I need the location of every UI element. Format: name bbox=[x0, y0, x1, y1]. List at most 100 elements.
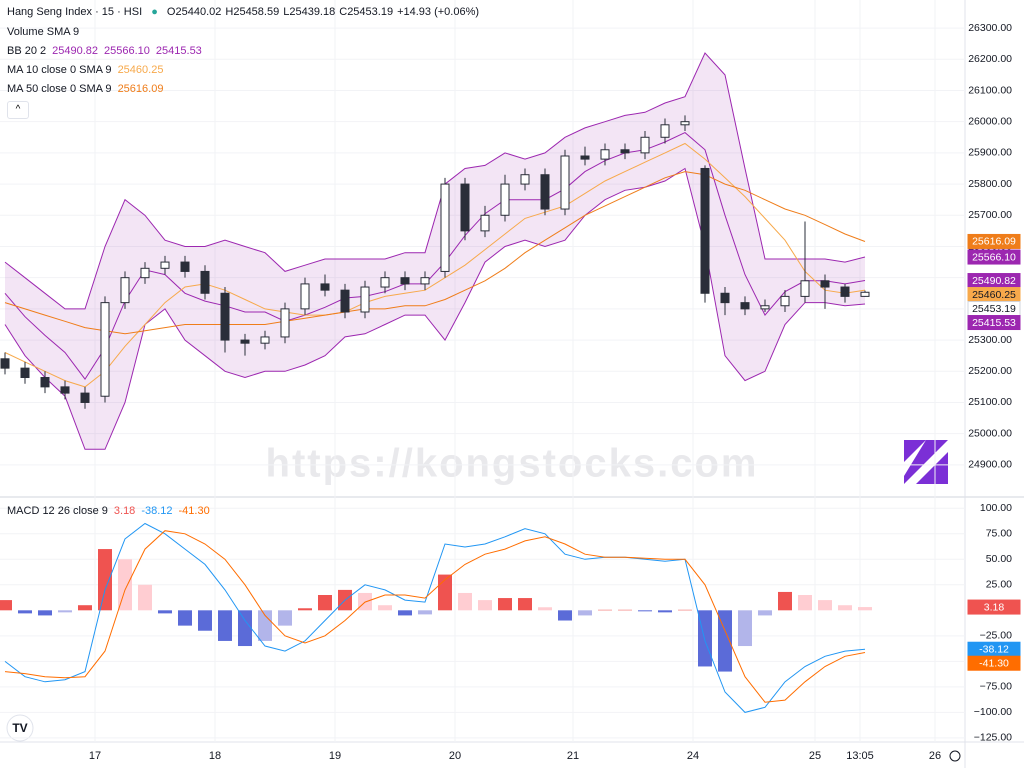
candle-body bbox=[120, 277, 130, 304]
candle-body bbox=[240, 339, 250, 344]
watermark: https://kongstocks.com bbox=[266, 442, 759, 486]
macd-line bbox=[4, 522, 866, 713]
candle-body bbox=[300, 283, 310, 310]
indicator-label: MA 50 close 0 SMA 9 bbox=[7, 83, 112, 95]
x-tick-label: 24 bbox=[687, 750, 699, 762]
svg-text:TV: TV bbox=[12, 721, 27, 735]
price-tag-label: 25415.53 bbox=[972, 317, 1016, 329]
price-tag-label: 25490.82 bbox=[972, 275, 1016, 287]
indicator-label: MACD 12 26 close 9 bbox=[7, 505, 108, 517]
x-tick-label: 26 bbox=[929, 750, 941, 762]
candle-body bbox=[360, 286, 370, 313]
histogram-bar bbox=[558, 610, 572, 621]
y-tick-label: 26300.00 bbox=[968, 22, 1012, 34]
y-tick-label: 26100.00 bbox=[968, 84, 1012, 96]
histogram-bar bbox=[678, 609, 692, 611]
candle-body bbox=[660, 124, 670, 138]
settings-icon[interactable] bbox=[949, 750, 961, 762]
histogram-bar bbox=[238, 610, 252, 647]
candle-body bbox=[560, 155, 570, 210]
y-tick-label: −125.00 bbox=[974, 732, 1012, 744]
candle-body bbox=[340, 289, 350, 313]
histogram-bar bbox=[818, 600, 832, 611]
x-tick-label: 19 bbox=[329, 750, 341, 762]
candle-body bbox=[860, 291, 870, 297]
ohlc-prefix: H bbox=[225, 6, 234, 18]
candle-body bbox=[40, 377, 50, 388]
histogram-bar bbox=[718, 610, 732, 672]
candle-body bbox=[20, 367, 30, 379]
signal-line bbox=[4, 530, 866, 703]
y-tick-label: 25900.00 bbox=[968, 147, 1012, 159]
histogram-bar bbox=[698, 610, 712, 667]
candle-body bbox=[820, 280, 830, 288]
x-tick-label: 20 bbox=[449, 750, 461, 762]
indicator-value: 25566.10 bbox=[104, 45, 150, 57]
histogram-bar bbox=[298, 608, 312, 611]
histogram-bar bbox=[118, 559, 132, 611]
candle-body bbox=[840, 286, 850, 297]
histogram-bar bbox=[78, 605, 92, 611]
histogram-bar bbox=[98, 549, 112, 611]
y-tick-label: 26200.00 bbox=[968, 53, 1012, 65]
indicator-label: Volume SMA 9 bbox=[7, 26, 80, 38]
candle-body bbox=[460, 183, 470, 232]
x-tick-label: 21 bbox=[567, 750, 579, 762]
price-tag-label: 25566.10 bbox=[972, 251, 1016, 263]
histogram-bar bbox=[278, 610, 292, 626]
indicator-label: MA 10 close 0 SMA 9 bbox=[7, 64, 112, 76]
candle-body bbox=[180, 261, 190, 272]
candle-body bbox=[80, 392, 90, 403]
candle-body bbox=[620, 149, 630, 154]
histogram-bar bbox=[418, 610, 432, 615]
candle-body bbox=[800, 280, 810, 297]
indicator-value: -41.30 bbox=[178, 505, 210, 517]
price-tag bbox=[967, 249, 1021, 265]
price-tag-label: 25453.19 bbox=[972, 303, 1016, 315]
candle-body bbox=[760, 305, 770, 310]
y-tick-label: 25100.00 bbox=[968, 396, 1012, 408]
histogram-bar bbox=[778, 591, 792, 611]
y-tick-label: 25300.00 bbox=[968, 334, 1012, 346]
histogram-bar bbox=[538, 607, 552, 611]
histogram-bar bbox=[0, 600, 12, 611]
y-tick-label: 25000.00 bbox=[968, 427, 1012, 439]
price-tag bbox=[967, 315, 1021, 331]
status-dot: ● bbox=[151, 6, 158, 18]
candle-body bbox=[100, 302, 110, 397]
candle-body bbox=[520, 174, 530, 185]
collapse-button[interactable]: ^ bbox=[7, 101, 29, 119]
candle-body bbox=[400, 277, 410, 285]
candle-body bbox=[540, 174, 550, 210]
candle-body bbox=[280, 308, 290, 338]
candle-body bbox=[420, 277, 430, 285]
histogram-bar bbox=[18, 610, 32, 614]
price-tag-label: 25616.09 bbox=[972, 236, 1016, 248]
histogram-bar bbox=[158, 610, 172, 614]
price-tag-label: 25460.25 bbox=[972, 289, 1016, 301]
candle-body bbox=[500, 183, 510, 216]
candle-body bbox=[640, 136, 650, 154]
candle-body bbox=[0, 358, 10, 369]
candle-body bbox=[260, 336, 270, 344]
price-tag-label: -38.12 bbox=[979, 644, 1009, 656]
candle-body bbox=[580, 155, 590, 160]
price-tag-label: 3.18 bbox=[984, 601, 1005, 613]
candle-body bbox=[700, 167, 710, 294]
candle-body bbox=[220, 292, 230, 341]
candle-body bbox=[480, 214, 490, 232]
brand-logo bbox=[904, 440, 948, 484]
histogram-bar bbox=[378, 605, 392, 611]
ohlc-prefix: C bbox=[339, 6, 348, 18]
candle-body bbox=[600, 149, 610, 160]
moving-average bbox=[4, 171, 866, 335]
bb-lower bbox=[4, 167, 866, 450]
y-tick-label: 25200.00 bbox=[968, 365, 1012, 377]
ma50-legend: MA 50 close 0 SMA 9 25616.09 bbox=[7, 83, 169, 95]
histogram-bar bbox=[798, 595, 812, 611]
histogram-bar bbox=[758, 610, 772, 616]
ohlc-value: 25453.19 bbox=[347, 6, 394, 18]
candle-body bbox=[160, 261, 170, 269]
